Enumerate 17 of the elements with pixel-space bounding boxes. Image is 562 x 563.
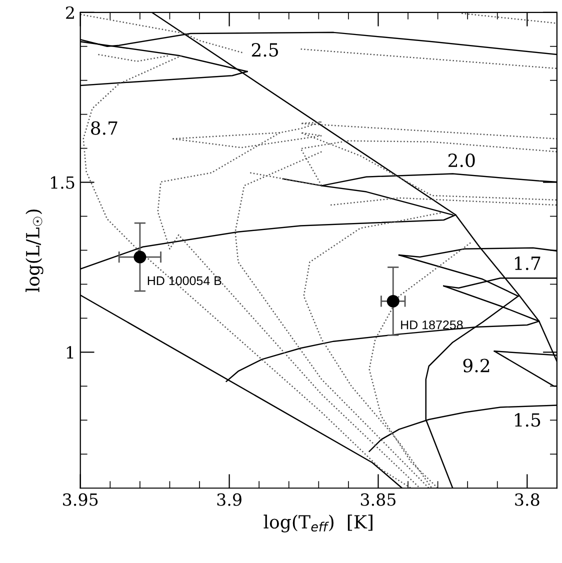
annotation: 1.7 <box>515 256 540 270</box>
annotation: HD 187258 <box>401 320 463 330</box>
y-axis-title: log(L/L$_{☉}$) <box>26 210 44 292</box>
y-tick-label: 1.5 <box>51 176 74 189</box>
annotation: 2.0 <box>448 153 475 168</box>
x-tick-label: 3.9 <box>217 493 242 506</box>
annotation: 9.2 <box>463 358 490 372</box>
y-tick-label: 1 <box>66 346 74 359</box>
x-tick-label: 3.8 <box>515 493 540 506</box>
y-tick-label: 2 <box>66 6 74 19</box>
annotation: 2.5 <box>252 43 278 57</box>
annotation: HD 100054 B <box>148 276 222 286</box>
annotation: 8.7 <box>91 121 118 135</box>
annotation: 1.5 <box>515 413 540 427</box>
x-tick-label: 3.95 <box>63 493 98 506</box>
x-axis-title: log(T$_{eff}$) [K] <box>264 514 372 532</box>
x-tick-label: 3.85 <box>360 493 396 506</box>
